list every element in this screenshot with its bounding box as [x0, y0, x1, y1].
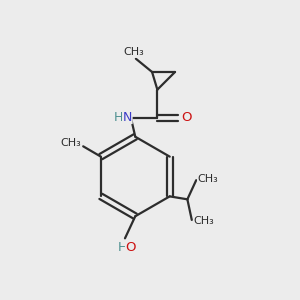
- Text: O: O: [181, 111, 191, 124]
- Text: CH₃: CH₃: [123, 47, 144, 57]
- Text: O: O: [126, 241, 136, 254]
- Text: CH₃: CH₃: [60, 138, 81, 148]
- Text: N: N: [123, 110, 132, 124]
- Text: H: H: [117, 241, 127, 254]
- Text: H: H: [114, 110, 123, 124]
- Text: CH₃: CH₃: [194, 216, 214, 226]
- Text: CH₃: CH₃: [198, 174, 218, 184]
